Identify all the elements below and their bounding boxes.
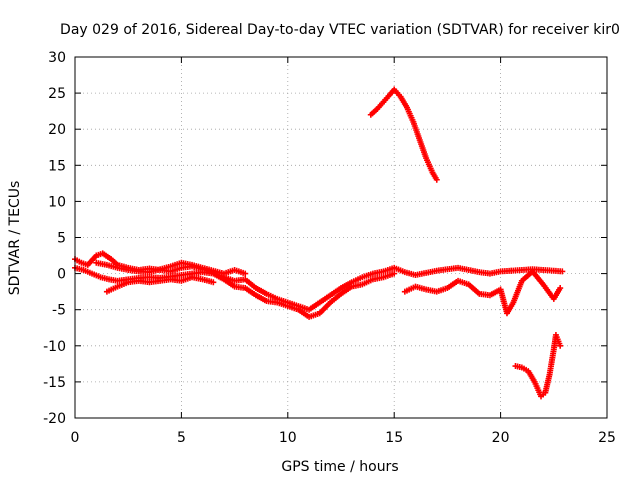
data-point (557, 285, 564, 292)
y-tick-label: 15 (48, 158, 66, 174)
data-point (557, 342, 564, 349)
data-layer (72, 86, 566, 400)
y-axis-label: SDTVAR / TECUs (7, 181, 23, 296)
data-series (401, 268, 564, 317)
y-tick-label: -10 (43, 339, 66, 355)
y-tick-label: -15 (43, 375, 66, 391)
chart-title: Day 029 of 2016, Sidereal Day-to-day VTE… (60, 22, 620, 38)
axis-layer: -20 -15 -10 -5 0 5 10 15 20 25 30 0 5 10 15 20 25 (43, 50, 616, 446)
y-tick-label: 0 (57, 267, 66, 283)
grid-layer (75, 57, 607, 418)
data-point (391, 270, 398, 277)
data-series (512, 331, 564, 400)
x-tick-label: 10 (279, 430, 297, 446)
y-tick-label: 5 (57, 231, 66, 247)
x-tick-label: 15 (385, 430, 403, 446)
x-axis-label: GPS time / hours (281, 459, 398, 475)
x-tick-label: 25 (598, 430, 616, 446)
data-point (210, 279, 217, 286)
plot-frame (74, 56, 608, 419)
data-point (242, 270, 249, 277)
data-series (508, 266, 566, 275)
y-tick-label: 10 (48, 194, 66, 210)
data-point (433, 176, 440, 183)
data-series (72, 264, 398, 320)
y-tick-label: 20 (48, 122, 66, 138)
y-tick-label: -20 (43, 411, 66, 427)
data-series (367, 86, 440, 183)
data-series (103, 274, 217, 295)
data-series (93, 259, 249, 277)
data-point (559, 268, 566, 275)
y-tick-label: 30 (48, 50, 66, 66)
x-tick-label: 0 (71, 430, 80, 446)
x-tick-label: 20 (492, 430, 510, 446)
x-tick-label: 5 (177, 430, 186, 446)
y-tick-label: -5 (52, 303, 66, 319)
y-tick-label: 25 (48, 86, 66, 102)
